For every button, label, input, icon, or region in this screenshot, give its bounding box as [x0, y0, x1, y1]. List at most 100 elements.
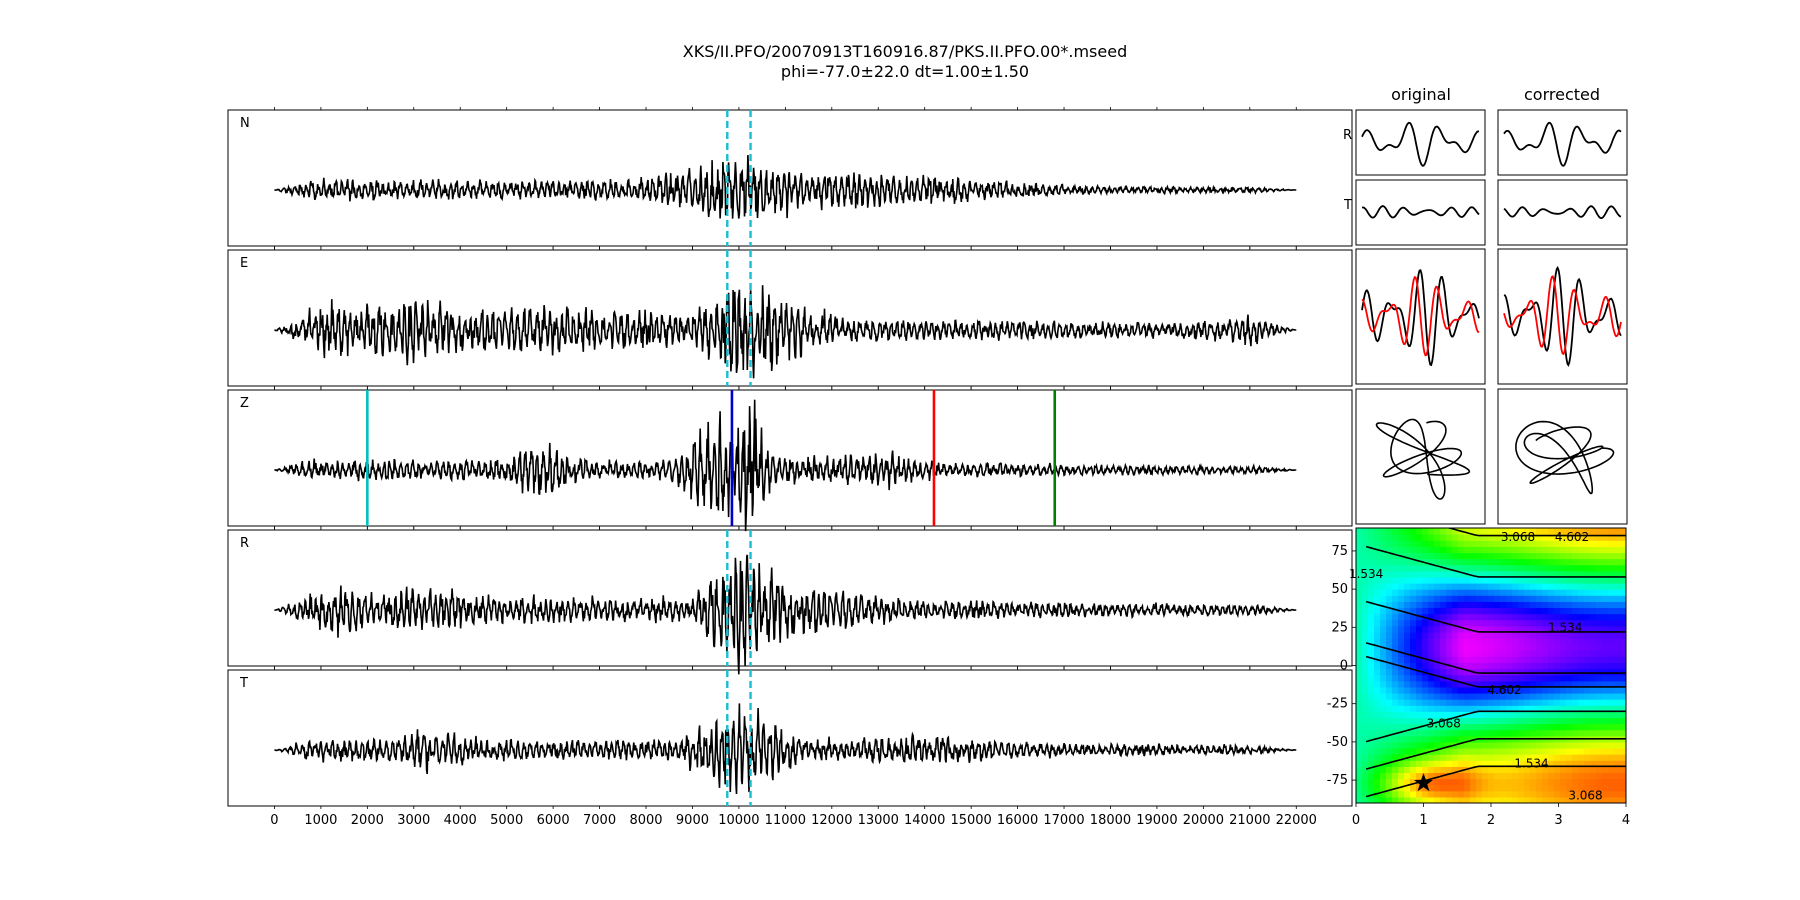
heatmap-cell	[1392, 558, 1399, 566]
heatmap-cell	[1530, 784, 1537, 792]
heatmap-cell	[1392, 619, 1399, 627]
heatmap-cell	[1530, 631, 1537, 639]
heatmap-cell	[1506, 686, 1513, 694]
heatmap-cell	[1530, 693, 1537, 700]
heatmap-cell	[1446, 772, 1453, 780]
heatmap-cell	[1440, 668, 1447, 676]
heatmap-cell	[1548, 583, 1555, 590]
heatmap-cell	[1362, 613, 1369, 621]
heatmap-cell	[1572, 717, 1579, 725]
heatmap-cell	[1536, 705, 1543, 712]
heatmap-cell	[1554, 570, 1561, 578]
heatmap-cell	[1584, 613, 1591, 621]
heatmap-cell	[1560, 686, 1567, 694]
heatmap-cell	[1524, 693, 1531, 700]
heatmap-cell	[1422, 680, 1429, 688]
heatmap-cell	[1566, 723, 1573, 731]
heatmap-cell	[1470, 699, 1477, 706]
heatmap-cell	[1524, 583, 1531, 590]
heatmap-cell	[1374, 699, 1381, 706]
heatmap-cell	[1572, 766, 1579, 774]
heatmap-cell	[1386, 766, 1393, 774]
heatmap-cell	[1518, 711, 1525, 719]
heatmap-cell	[1512, 552, 1519, 560]
heatmap-cell	[1428, 723, 1435, 731]
heatmap-cell	[1428, 693, 1435, 700]
heatmap-cell	[1434, 796, 1441, 803]
heatmap-cell	[1452, 564, 1459, 572]
heatmap-cell	[1620, 699, 1626, 706]
heatmap-cell	[1566, 729, 1573, 737]
heatmap-cell	[1500, 564, 1507, 572]
heatmap-cell	[1536, 650, 1543, 657]
heatmap-cell	[1470, 534, 1477, 541]
heatmap-cell	[1386, 540, 1393, 547]
heatmap-cell	[1608, 668, 1615, 676]
heatmap-cell	[1452, 607, 1459, 615]
heat-x-tick-label: 3	[1554, 813, 1562, 828]
heatmap-cell	[1554, 613, 1561, 621]
heatmap-cell	[1464, 705, 1471, 712]
heatmap-cell	[1530, 680, 1537, 688]
heatmap-cell	[1512, 717, 1519, 725]
heatmap-cell	[1530, 668, 1537, 676]
heatmap-cell	[1554, 668, 1561, 676]
overlay-trace-red-corrected	[1503, 275, 1622, 356]
heatmap-cell	[1356, 619, 1363, 627]
heatmap-cell	[1362, 540, 1369, 547]
heatmap-cell	[1614, 796, 1621, 803]
heatmap-cell	[1584, 748, 1591, 755]
heatmap-cell	[1536, 589, 1543, 596]
heatmap-cell	[1530, 729, 1537, 737]
heatmap-cell	[1422, 650, 1429, 657]
heatmap-cell	[1446, 552, 1453, 560]
heatmap-cell	[1368, 631, 1375, 639]
heatmap-cell	[1422, 699, 1429, 706]
heatmap-cell	[1416, 644, 1423, 651]
heatmap-cell	[1410, 741, 1417, 749]
x-tick-label: 21000	[1229, 813, 1270, 828]
heatmap-cell	[1374, 723, 1381, 731]
heatmap-cell	[1440, 589, 1447, 596]
heatmap-cell	[1578, 662, 1585, 670]
heatmap-cell	[1476, 729, 1483, 737]
heatmap-cell	[1500, 656, 1507, 664]
heat-x-tick-label: 1	[1419, 813, 1427, 828]
heatmap-cell	[1596, 754, 1603, 761]
heatmap-cell	[1440, 748, 1447, 755]
heatmap-cell	[1608, 552, 1615, 560]
heatmap-cell	[1410, 662, 1417, 670]
heatmap-cell	[1566, 741, 1573, 749]
particle-motion-corrected	[1515, 420, 1615, 495]
heatmap-cell	[1566, 528, 1573, 535]
heatmap-cell	[1356, 778, 1363, 786]
heatmap-cell	[1356, 656, 1363, 664]
heatmap-cell	[1356, 711, 1363, 719]
contour-line	[1365, 737, 1626, 770]
heatmap-cell	[1488, 613, 1495, 621]
heatmap-cell	[1554, 723, 1561, 731]
heatmap-cell	[1362, 754, 1369, 761]
heatmap-cell	[1494, 552, 1501, 560]
heatmap-cell	[1536, 748, 1543, 755]
heatmap-cell	[1482, 705, 1489, 712]
heatmap-cell	[1386, 656, 1393, 664]
heatmap-cell	[1500, 625, 1507, 633]
heatmap-cell	[1518, 717, 1525, 725]
heatmap-cell	[1482, 583, 1489, 590]
heatmap-cell	[1530, 644, 1537, 651]
heatmap-cell	[1470, 595, 1477, 602]
heatmap-cell	[1590, 546, 1597, 554]
heatmap-cell	[1386, 729, 1393, 737]
heatmap-cell	[1392, 638, 1399, 645]
heatmap-cell	[1614, 528, 1621, 535]
heatmap-cell	[1608, 662, 1615, 670]
heatmap-cell	[1512, 564, 1519, 572]
heatmap-cell	[1452, 638, 1459, 645]
heatmap-cell	[1578, 631, 1585, 639]
heatmap-cell	[1494, 796, 1501, 803]
heatmap-cell	[1392, 644, 1399, 651]
heatmap-cell	[1572, 674, 1579, 682]
heatmap-cell	[1518, 595, 1525, 602]
x-tick-label: 12000	[811, 813, 852, 828]
